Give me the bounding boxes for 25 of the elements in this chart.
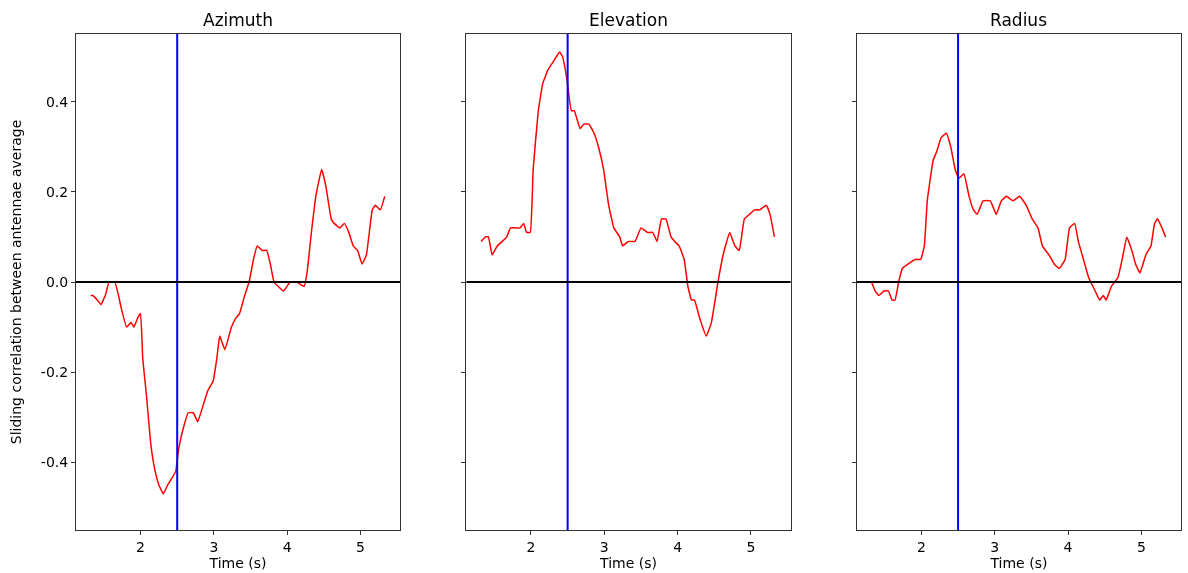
y-axis-title: Sliding correlation between antennae average bbox=[8, 119, 25, 445]
x-tick-label: 2 bbox=[916, 538, 926, 555]
y-tick-label: -0.2 bbox=[40, 364, 69, 381]
x-axis-title: Time (s) bbox=[989, 554, 1048, 571]
y-tick-label: 0.0 bbox=[45, 273, 69, 290]
y-tick-label: 0.2 bbox=[45, 183, 69, 200]
x-axis-title: Time (s) bbox=[599, 554, 657, 571]
x-tick-label: 4 bbox=[1063, 538, 1073, 555]
chart-title: Elevation bbox=[589, 10, 668, 30]
x-tick-label: 3 bbox=[990, 538, 1000, 555]
x-tick-label: 5 bbox=[356, 538, 365, 555]
x-tick-label: 4 bbox=[673, 538, 683, 555]
x-tick-label: 5 bbox=[1136, 538, 1146, 555]
line-series bbox=[89, 168, 386, 495]
chart-title: Radius bbox=[990, 10, 1048, 30]
x-tick-label: 5 bbox=[746, 538, 756, 555]
chart-title: Azimuth bbox=[203, 10, 274, 30]
x-tick-label: 4 bbox=[282, 538, 292, 555]
x-tick-label: 3 bbox=[599, 538, 609, 555]
x-tick-label: 3 bbox=[209, 538, 219, 555]
x-axis-title: Time (s) bbox=[208, 554, 267, 571]
x-tick-label: 2 bbox=[526, 538, 536, 555]
x-tick-label: 2 bbox=[136, 538, 145, 555]
y-tick-label: 0.4 bbox=[45, 93, 69, 110]
y-tick-label: -0.4 bbox=[40, 454, 69, 471]
